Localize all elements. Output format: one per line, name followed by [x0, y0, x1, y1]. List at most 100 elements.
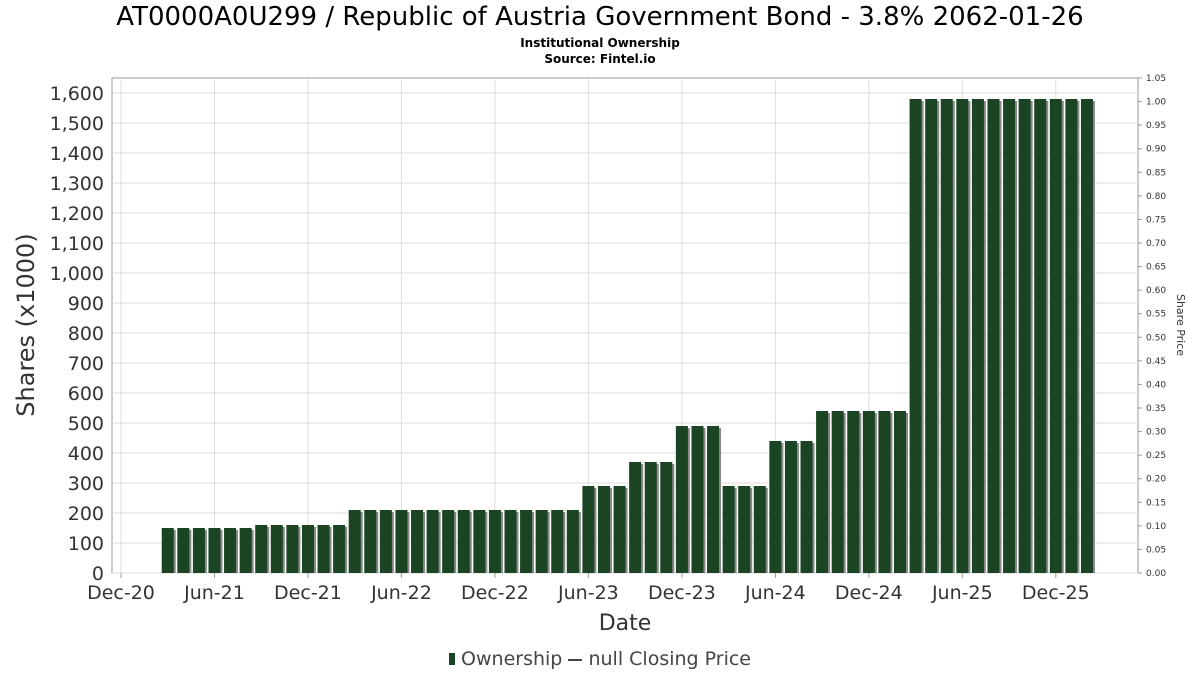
y-tick-label: 1,500 — [50, 113, 104, 135]
y2-tick-label: 0.30 — [1146, 428, 1166, 438]
bar — [224, 528, 237, 573]
y-tick-label: 0 — [92, 563, 104, 585]
y2-tick-label: 1.00 — [1146, 98, 1166, 108]
y2-tick-label: 0.50 — [1146, 333, 1166, 343]
x-tick-label: Jun-22 — [370, 582, 432, 604]
bar — [488, 510, 501, 573]
bar — [582, 486, 595, 573]
y2-tick-label: 0.80 — [1146, 192, 1166, 202]
bar — [208, 528, 221, 573]
bar — [940, 99, 953, 573]
y-tick-label: 500 — [68, 413, 104, 435]
bar — [738, 486, 751, 573]
x-tick-label: Dec-25 — [1022, 582, 1090, 604]
bar — [862, 411, 875, 573]
x-tick-label: Dec-22 — [461, 582, 529, 604]
y2-tick-label: 0.45 — [1146, 357, 1166, 367]
legend-ownership: Ownership — [461, 648, 563, 670]
bar — [192, 528, 205, 573]
bar — [286, 525, 299, 573]
x-tick-label: Jun-23 — [557, 582, 619, 604]
legend: Ownership null Closing Price — [0, 648, 1200, 670]
x-tick-label: Dec-21 — [274, 582, 342, 604]
y-tick-label: 1,600 — [50, 83, 104, 105]
bar — [816, 411, 829, 573]
bar — [613, 486, 626, 573]
bar — [177, 528, 190, 573]
bar — [520, 510, 533, 573]
bar — [660, 462, 673, 573]
bar — [987, 99, 1000, 573]
bar — [1034, 99, 1047, 573]
x-tick-label: Jun-25 — [931, 582, 993, 604]
y2-tick-label: 1.05 — [1146, 74, 1166, 84]
bar — [769, 441, 782, 573]
y2-tick-label: 0.25 — [1146, 451, 1166, 461]
y2-tick-label: 0.65 — [1146, 263, 1166, 273]
y-tick-label: 800 — [68, 323, 104, 345]
bar — [379, 510, 392, 573]
bar — [255, 525, 268, 573]
y2-tick-label: 0.05 — [1146, 545, 1166, 555]
bar — [644, 462, 657, 573]
bar — [411, 510, 424, 573]
y2-tick-label: 0.90 — [1146, 145, 1166, 155]
legend-price: null Closing Price — [588, 648, 751, 670]
x-tick-label: Jun-21 — [183, 582, 245, 604]
bar — [317, 525, 330, 573]
y-tick-label: 1,100 — [50, 233, 104, 255]
bar — [333, 525, 346, 573]
y-tick-label: 600 — [68, 383, 104, 405]
bar — [1065, 99, 1078, 573]
y2-tick-label: 0.10 — [1146, 522, 1166, 532]
chart-subtitle: Institutional Ownership — [520, 36, 680, 50]
x-axis-label: Date — [599, 611, 652, 636]
y2-tick-label: 0.20 — [1146, 475, 1166, 485]
chart-source: Source: Fintel.io — [544, 52, 656, 66]
y-tick-label: 700 — [68, 353, 104, 375]
y2-tick-label: 0.35 — [1146, 404, 1166, 414]
bar — [395, 510, 408, 573]
bar — [878, 411, 891, 573]
bar — [831, 411, 844, 573]
bar — [925, 99, 938, 573]
bar — [722, 486, 735, 573]
legend-ownership-swatch — [449, 653, 455, 665]
y-axis-label: Shares (x1000) — [12, 233, 40, 416]
bar — [1080, 99, 1093, 573]
y2-tick-label: 0.70 — [1146, 239, 1166, 249]
bar — [551, 510, 564, 573]
bar — [457, 510, 470, 573]
x-tick-label: Jun-24 — [744, 582, 806, 604]
y2-tick-label: 0.85 — [1146, 168, 1166, 178]
legend-price-line — [568, 658, 583, 661]
y2-tick-label: 0.15 — [1146, 498, 1166, 508]
bar — [691, 426, 704, 573]
bar — [847, 411, 860, 573]
y2-tick-label: 0.40 — [1146, 380, 1166, 390]
bar — [629, 462, 642, 573]
y2-tick-label: 0.00 — [1146, 569, 1166, 579]
bar — [1003, 99, 1016, 573]
chart-title: AT0000A0U299 / Republic of Austria Gover… — [116, 2, 1084, 32]
x-tick-label: Dec-24 — [835, 582, 903, 604]
bar — [535, 510, 548, 573]
bar — [301, 525, 314, 573]
y2-tick-label: 0.55 — [1146, 310, 1166, 320]
bar — [270, 525, 283, 573]
bar — [566, 510, 579, 573]
bar — [800, 441, 813, 573]
y-tick-label: 400 — [68, 443, 104, 465]
bar — [504, 510, 517, 573]
bar — [364, 510, 377, 573]
y-tick-label: 900 — [68, 293, 104, 315]
y-tick-label: 100 — [68, 533, 104, 555]
y2-tick-label: 0.75 — [1146, 215, 1166, 225]
bar — [675, 426, 688, 573]
y2-axis-label: Share Price — [1174, 294, 1187, 356]
bar — [426, 510, 439, 573]
y-tick-label: 1,200 — [50, 203, 104, 225]
y-tick-label: 1,000 — [50, 263, 104, 285]
bar — [753, 486, 766, 573]
bar — [971, 99, 984, 573]
